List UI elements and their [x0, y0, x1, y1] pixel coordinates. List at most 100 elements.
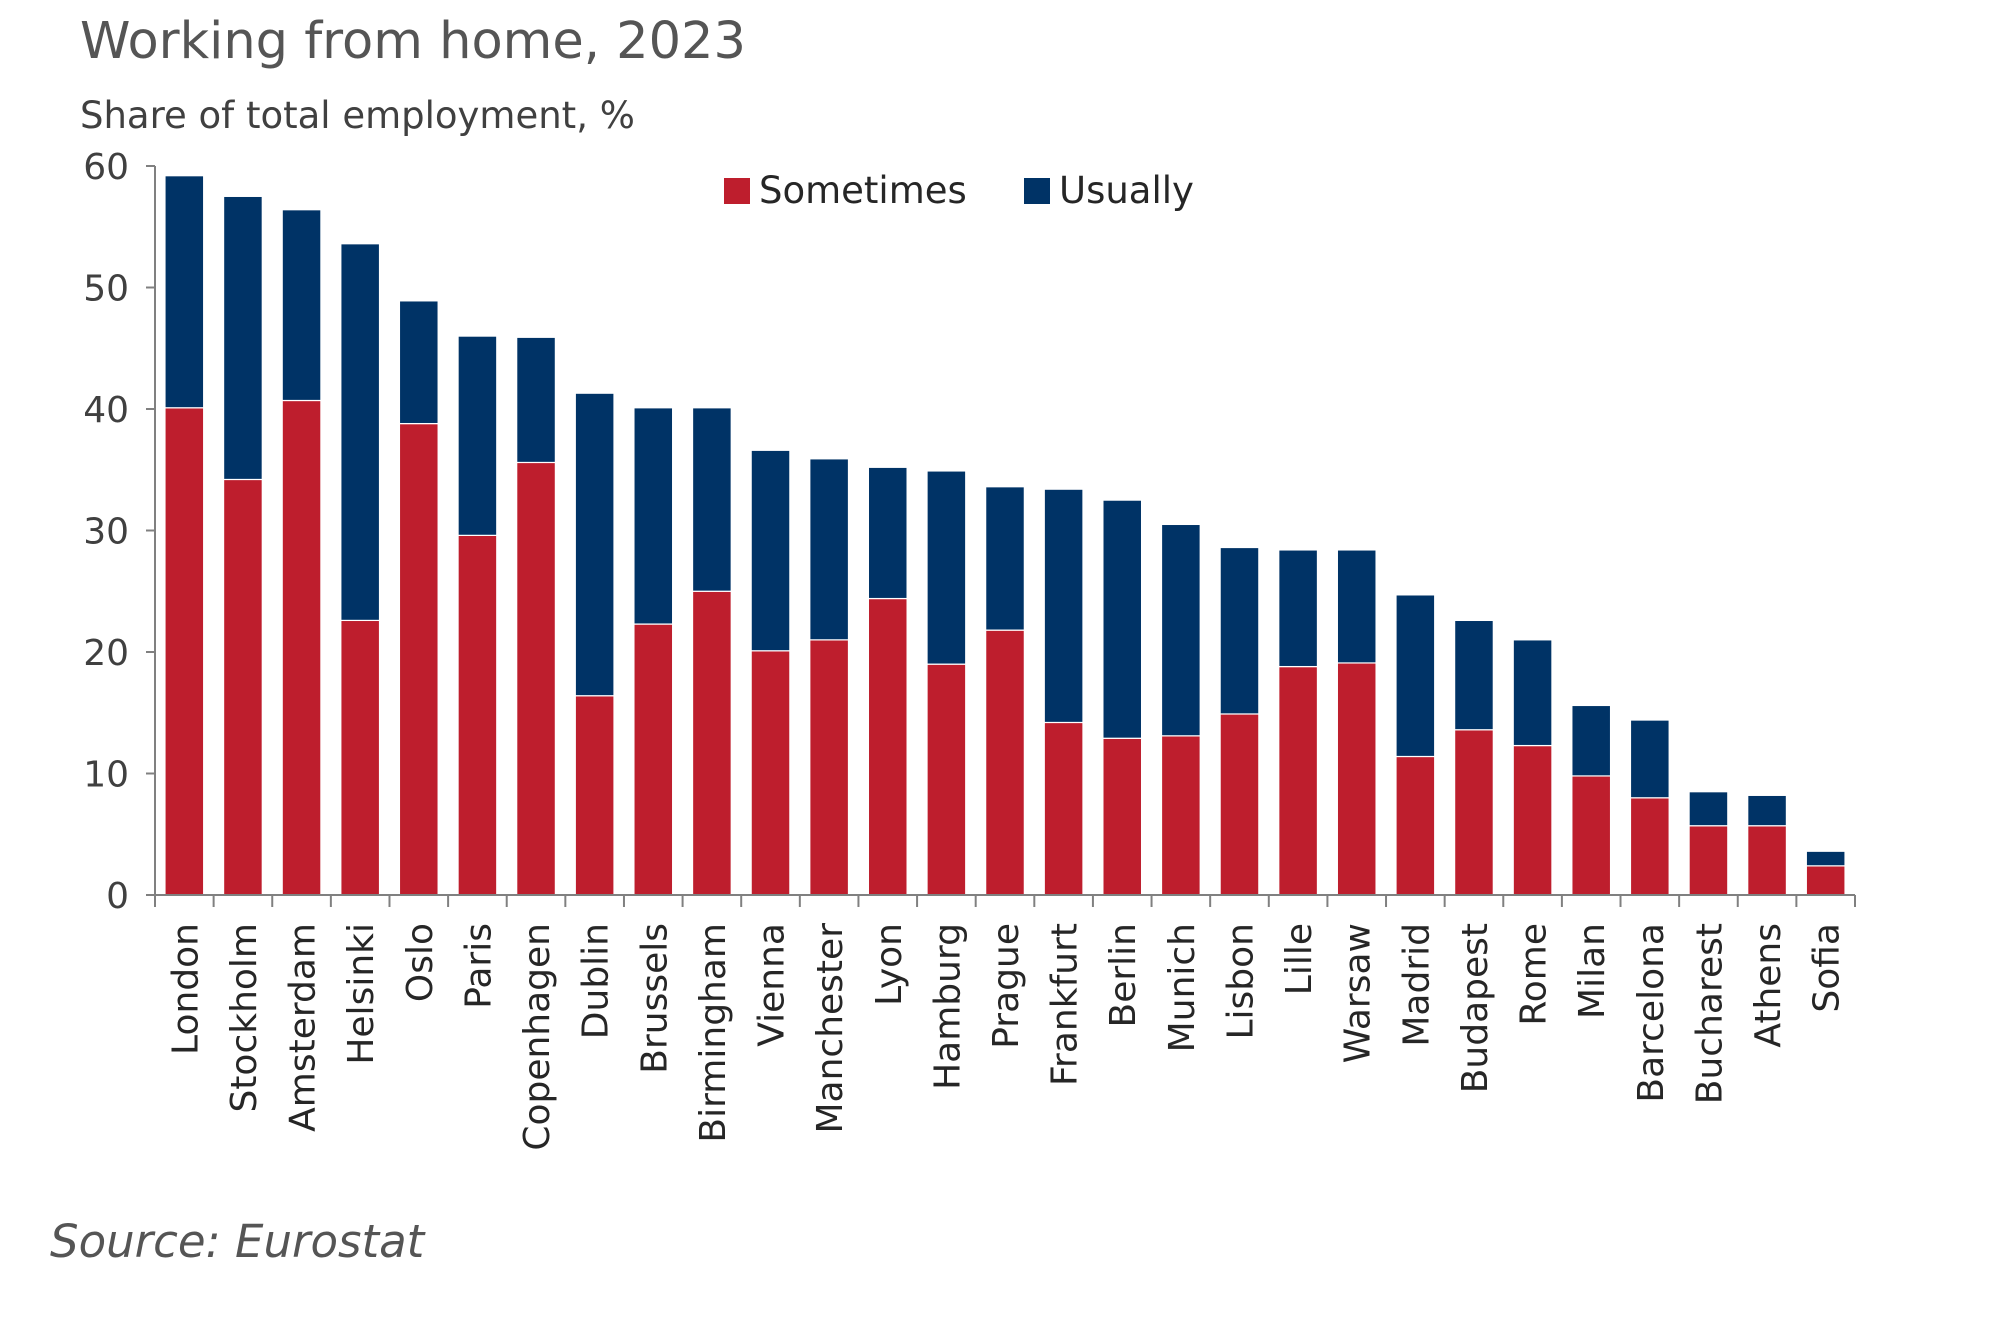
x-tick-label-madrid: Madrid [1396, 923, 1437, 1047]
bar-usually-vienna [750, 449, 791, 652]
y-tick-label: 60 [83, 147, 129, 188]
bar-sometimes-helsinki [340, 619, 381, 896]
x-tick-label-athens: Athens [1748, 923, 1789, 1048]
bar-usually-copenhagen [516, 336, 556, 464]
legend-swatch-usually [1024, 178, 1050, 204]
bar-usually-budapest [1454, 619, 1494, 731]
x-tick-label-vienna: Vienna [752, 923, 793, 1047]
bar-usually-paris [457, 335, 498, 536]
bar-sometimes-budapest [1454, 729, 1494, 896]
x-tick-label-copenhagen: Copenhagen [517, 923, 558, 1151]
legend-label-usually: Usually [1059, 169, 1194, 212]
y-tick-label: 0 [106, 876, 129, 917]
x-tick-label-brussels: Brussels [634, 923, 675, 1074]
y-tick-label: 10 [83, 755, 129, 796]
x-tick-label-sofia: Sofia [1807, 923, 1848, 1013]
bar-usually-lille [1278, 549, 1319, 668]
x-tick-label-manchester: Manchester [810, 923, 851, 1134]
bar-usually-bucharest [1688, 791, 1729, 827]
x-tick-label-bucharest: Bucharest [1689, 923, 1730, 1104]
bar-usually-milan [1571, 704, 1612, 777]
bar-usually-berlin [1102, 499, 1143, 739]
bar-sometimes-manchester [809, 639, 850, 896]
bar-usually-hamburg [926, 470, 967, 665]
x-tick-label-berlin: Berlin [1103, 923, 1144, 1027]
legend: Sometimes Usually [724, 169, 1194, 212]
bar-sometimes-birmingham [691, 590, 732, 896]
bar-usually-frankfurt [1043, 488, 1084, 724]
bar-sometimes-amsterdam [281, 399, 322, 896]
legend-swatch-sometimes [724, 178, 750, 204]
x-tick-label-helsinki: Helsinki [341, 923, 382, 1065]
bar-usually-barcelona [1629, 719, 1670, 799]
bar-sometimes-munich [1160, 735, 1201, 896]
bar-usually-stockholm [222, 195, 263, 481]
x-tick-label-warsaw: Warsaw [1338, 923, 1379, 1063]
bar-sometimes-dublin [574, 695, 615, 896]
bar-sometimes-paris [457, 534, 498, 896]
bar-sometimes-rome [1512, 744, 1553, 896]
y-tick-label: 20 [83, 633, 129, 674]
bar-usually-manchester [809, 458, 850, 641]
x-tick-label-paris: Paris [458, 923, 499, 1009]
bar-sometimes-bucharest [1688, 825, 1729, 896]
bar-usually-oslo [398, 300, 439, 425]
bar-sometimes-milan [1571, 775, 1612, 896]
bar-sometimes-lille [1278, 665, 1319, 896]
x-tick-label-amsterdam: Amsterdam [283, 923, 324, 1132]
bar-usually-brussels [633, 407, 674, 625]
y-tick-label: 40 [83, 390, 129, 431]
x-tick-label-lille: Lille [1279, 923, 1320, 995]
bar-sometimes-sofia [1805, 865, 1846, 896]
x-tick-label-dublin: Dublin [576, 923, 617, 1039]
bar-usually-dublin [574, 392, 615, 697]
x-tick-label-budapest: Budapest [1455, 923, 1496, 1093]
x-tick-label-lyon: Lyon [869, 923, 910, 1006]
x-tick-label-rome: Rome [1514, 923, 1555, 1026]
bar-usually-prague [985, 486, 1025, 631]
bar-usually-helsinki [340, 243, 381, 622]
x-tick-label-lisbon: Lisbon [1220, 923, 1261, 1040]
x-tick-label-frankfurt: Frankfurt [1045, 923, 1086, 1086]
x-tick-label-birmingham: Birmingham [693, 923, 734, 1143]
bar-sometimes-stockholm [222, 478, 263, 896]
bar-usually-sofia [1805, 850, 1846, 867]
y-tick-label: 30 [83, 512, 129, 553]
x-tick-label-barcelona: Barcelona [1631, 923, 1672, 1103]
bar-sometimes-copenhagen [516, 461, 556, 896]
x-tick-label-munich: Munich [1162, 923, 1203, 1052]
bar-usually-rome [1512, 639, 1553, 747]
x-tick-label-oslo: Oslo [400, 923, 441, 1002]
source-note: Source: Eurostat [50, 1215, 425, 1268]
bar-usually-birmingham [691, 407, 732, 592]
bar-sometimes-oslo [398, 422, 439, 896]
bar-usually-lyon [867, 466, 908, 600]
bar-usually-munich [1160, 523, 1201, 737]
bar-sometimes-hamburg [926, 663, 967, 896]
bar-usually-amsterdam [281, 209, 322, 402]
bar-sometimes-lyon [867, 597, 908, 896]
bar-usually-madrid [1395, 594, 1436, 758]
chart-title: Working from home, 2023 [80, 12, 746, 71]
bar-usually-warsaw [1336, 549, 1377, 664]
bar-sometimes-athens [1747, 825, 1788, 896]
bar-sometimes-brussels [633, 623, 674, 896]
bar-sometimes-madrid [1395, 755, 1436, 896]
bar-sometimes-prague [985, 629, 1025, 896]
bar-sometimes-london [164, 407, 205, 896]
legend-label-sometimes: Sometimes [759, 169, 967, 212]
x-tick-label-prague: Prague [986, 923, 1027, 1049]
bar-usually-london [164, 175, 205, 409]
bar-sometimes-frankfurt [1043, 721, 1084, 896]
bar-usually-lisbon [1219, 546, 1260, 715]
bar-sometimes-berlin [1102, 737, 1143, 896]
bar-usually-athens [1747, 794, 1788, 827]
bar-sometimes-warsaw [1336, 662, 1377, 896]
bar-sometimes-vienna [750, 650, 791, 896]
x-tick-label-milan: Milan [1572, 923, 1613, 1019]
axis-layer: 0 10 20 30 40 50 60 London Stockholm Amsterdam Hel… [83, 147, 1856, 1151]
x-tick-label-hamburg: Hamburg [927, 923, 968, 1090]
x-tick-label-london: London [165, 923, 206, 1055]
chart-subtitle: Share of total employment, % [80, 94, 635, 137]
bar-sometimes-barcelona [1629, 797, 1670, 896]
